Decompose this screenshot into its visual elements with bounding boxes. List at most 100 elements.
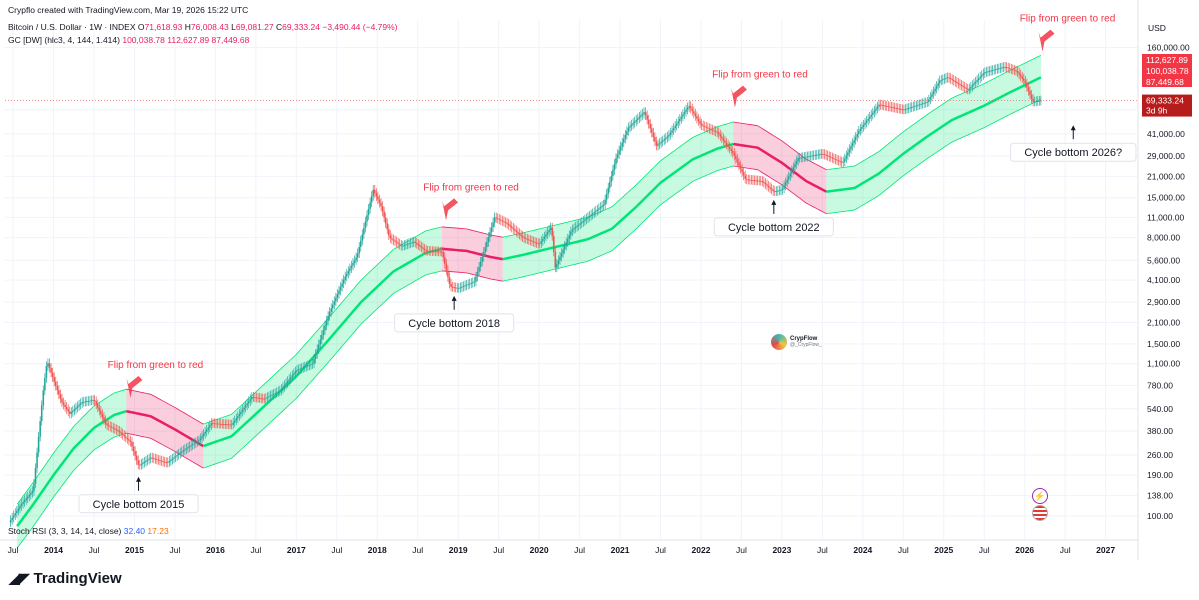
candle-body bbox=[560, 253, 563, 257]
candle-body bbox=[72, 410, 74, 413]
candle-body bbox=[135, 455, 138, 461]
candle-body bbox=[759, 180, 762, 182]
symbol-name[interactable]: Bitcoin / U.S. Dollar · 1W · INDEX bbox=[8, 22, 136, 32]
candle-body bbox=[394, 240, 396, 242]
candle-body bbox=[819, 154, 821, 155]
candle-body bbox=[212, 423, 214, 425]
y-tick-label: 540.00 bbox=[1147, 404, 1173, 414]
candle-body bbox=[959, 83, 961, 85]
candle-body bbox=[129, 440, 132, 442]
y-tick-label: 2,900.00 bbox=[1147, 297, 1180, 307]
watermark-handle: @_CrypFlow_ bbox=[790, 342, 822, 348]
candle-body bbox=[801, 157, 804, 159]
candle-body bbox=[92, 400, 94, 401]
cycle-label: Cycle bottom 2015 bbox=[93, 499, 185, 511]
candle-body bbox=[445, 263, 448, 271]
flip-label: Flip from green to red bbox=[712, 70, 808, 81]
candle-body bbox=[272, 393, 275, 395]
candle-body bbox=[198, 440, 200, 442]
candle-body bbox=[607, 187, 610, 194]
candle-body bbox=[1022, 78, 1025, 81]
candle-body bbox=[34, 468, 37, 484]
candle-body bbox=[612, 169, 614, 176]
x-tick-label: Jul bbox=[655, 545, 666, 555]
candle-body bbox=[937, 83, 939, 87]
candle-body bbox=[929, 96, 932, 100]
candle-body bbox=[829, 156, 832, 158]
candle-body bbox=[160, 460, 163, 462]
candle-body bbox=[56, 385, 59, 391]
candle-body bbox=[738, 162, 740, 166]
candle-body bbox=[735, 155, 737, 160]
candle-body bbox=[524, 238, 527, 239]
candle-body bbox=[461, 286, 463, 288]
open-value: 71,618.93 bbox=[144, 22, 183, 32]
candle-body bbox=[193, 443, 196, 445]
candle-body bbox=[977, 78, 980, 81]
candle-body bbox=[352, 262, 354, 266]
candle-body bbox=[912, 106, 915, 108]
candle-body bbox=[534, 242, 536, 243]
indicator-name[interactable]: GC [DW] (hlc3, 4, 144, 1.414) bbox=[8, 35, 120, 45]
candle-body bbox=[577, 224, 580, 226]
candle-body bbox=[906, 108, 908, 110]
candle-body bbox=[942, 79, 944, 81]
candle-body bbox=[202, 434, 205, 437]
candle-body bbox=[237, 416, 239, 419]
candle-body bbox=[837, 160, 840, 162]
lightning-icon[interactable]: ⚡ bbox=[1032, 488, 1048, 504]
candle-body bbox=[945, 78, 947, 79]
candle-body bbox=[25, 498, 27, 501]
candle-body bbox=[935, 86, 938, 89]
candle-body bbox=[563, 245, 566, 250]
us-flag-icon[interactable] bbox=[1032, 505, 1048, 521]
candle-body bbox=[378, 199, 381, 203]
stoch-row: Stoch RSI (3, 3, 14, 14, close) 32.40 17… bbox=[8, 526, 169, 536]
candle-body bbox=[822, 153, 824, 155]
candle-body bbox=[349, 268, 351, 272]
candle-body bbox=[811, 155, 813, 157]
candle-body bbox=[328, 311, 331, 316]
candle-body bbox=[745, 178, 748, 180]
candle-body bbox=[350, 265, 353, 269]
candle-body bbox=[137, 460, 140, 465]
x-tick-label: Jul bbox=[89, 545, 100, 555]
candle-body bbox=[971, 85, 974, 87]
candle-body bbox=[163, 461, 166, 463]
candle-body bbox=[680, 116, 683, 119]
candle-body bbox=[187, 447, 189, 449]
candle-body bbox=[381, 206, 384, 212]
candle-body bbox=[903, 109, 905, 111]
candle-body bbox=[1026, 83, 1028, 88]
candle-body bbox=[482, 252, 485, 257]
candle-body bbox=[812, 155, 815, 157]
candle-body bbox=[468, 283, 471, 285]
candle-body bbox=[622, 138, 625, 143]
candle-body bbox=[689, 106, 692, 109]
candle-body bbox=[783, 185, 785, 189]
candle-body bbox=[973, 83, 975, 86]
x-tick-label: Jul bbox=[8, 545, 19, 555]
candle-body bbox=[517, 231, 519, 234]
candle-body bbox=[590, 214, 592, 216]
candle-body bbox=[889, 106, 891, 108]
band-lower-green bbox=[826, 98, 1042, 215]
candle-body bbox=[859, 128, 862, 131]
x-tick-label: Jul bbox=[817, 545, 828, 555]
candle-body bbox=[506, 222, 508, 224]
candle-body bbox=[364, 221, 367, 228]
price-tag-bg bbox=[1142, 76, 1192, 87]
candle-body bbox=[605, 193, 608, 200]
candle-body bbox=[215, 423, 217, 425]
candle-body bbox=[28, 494, 31, 497]
stoch-name[interactable]: Stoch RSI (3, 3, 14, 14, close) bbox=[8, 526, 122, 536]
candle-body bbox=[296, 370, 298, 372]
candle-body bbox=[890, 106, 893, 108]
band-fill-red bbox=[442, 226, 503, 282]
candle-body bbox=[864, 122, 866, 125]
candle-body bbox=[280, 388, 283, 391]
candle-body bbox=[585, 218, 588, 220]
candle-body bbox=[412, 241, 415, 243]
tradingview-logo[interactable]: ◢◤ TradingView bbox=[9, 570, 122, 587]
